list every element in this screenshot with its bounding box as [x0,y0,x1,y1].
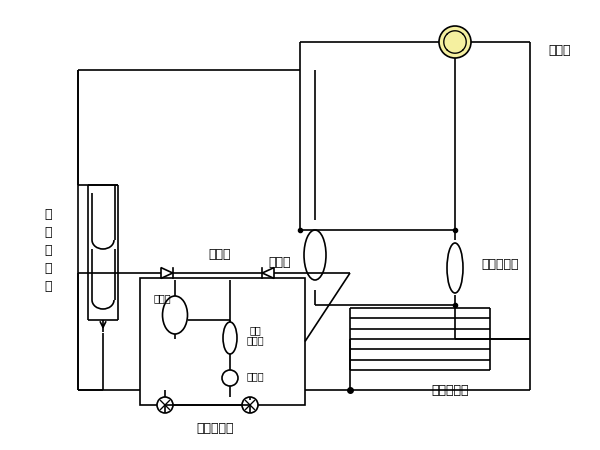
Text: 四通阀: 四通阀 [549,44,571,57]
Text: 换: 换 [44,244,52,257]
Text: 过滤器: 过滤器 [246,335,264,345]
Text: 水: 水 [44,208,52,221]
Text: 热力膨胀阀: 热力膨胀阀 [196,422,234,435]
Ellipse shape [304,230,326,280]
Circle shape [157,397,173,413]
Text: 侧: 侧 [44,226,52,239]
Text: 器: 器 [44,280,52,293]
Ellipse shape [447,243,463,293]
Text: 储液罐: 储液罐 [153,293,171,303]
Text: 热: 热 [44,262,52,275]
Circle shape [222,370,238,386]
Polygon shape [161,268,173,279]
Text: 风侧换热器: 风侧换热器 [431,383,469,396]
Polygon shape [262,268,274,279]
Bar [140,278,305,405]
Circle shape [242,397,258,413]
Text: 干燥: 干燥 [249,325,261,335]
Text: 视液镜: 视液镜 [246,371,264,381]
Ellipse shape [223,322,237,354]
Circle shape [439,26,471,58]
Text: 压缩机: 压缩机 [269,256,291,269]
Text: 单向阀: 单向阀 [209,248,231,261]
Text: 气液分离器: 气液分离器 [481,258,519,271]
Ellipse shape [163,296,187,334]
